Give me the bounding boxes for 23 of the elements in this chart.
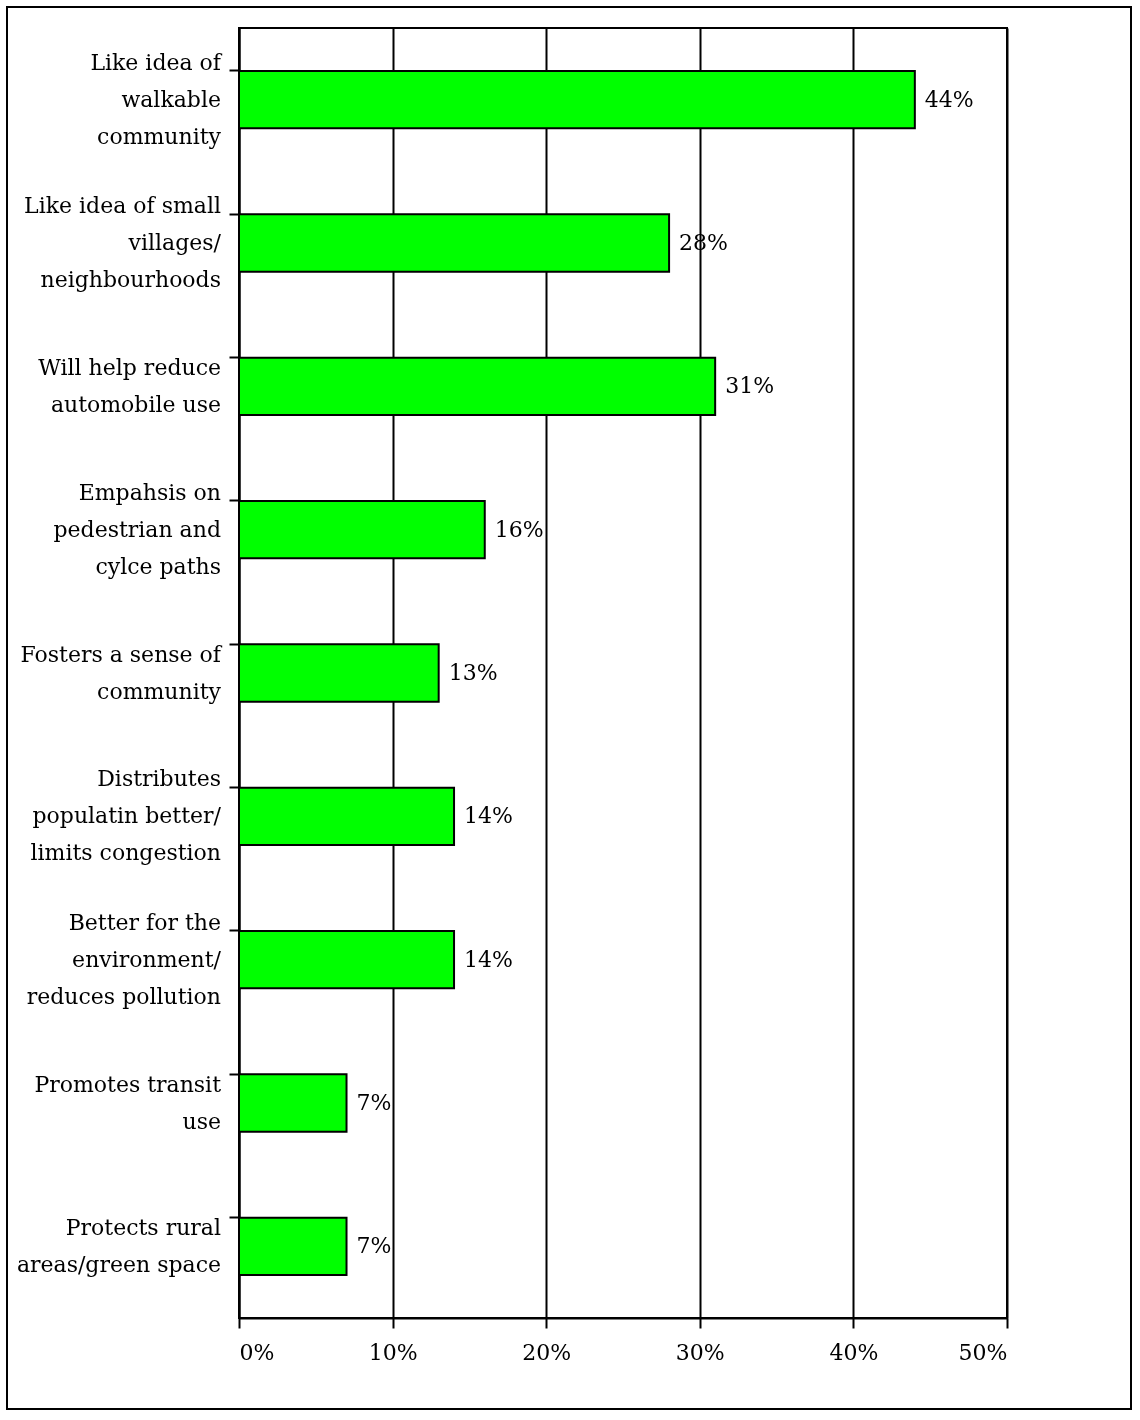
x-tick-label: 10% <box>368 1339 418 1365</box>
x-tick-label: 30% <box>675 1339 725 1365</box>
x-tick-label: 0% <box>239 1339 275 1365</box>
y-tick-label: Will help reduce automobile use <box>38 354 221 417</box>
data-label: 7% <box>356 1090 392 1115</box>
y-tick-label: Distributes populatin better/ limits congestion <box>30 766 222 866</box>
data-label: 44% <box>924 86 974 112</box>
y-tick-label: Like idea of walkable community <box>90 49 223 149</box>
y-tick-label: Fosters a sense of community <box>20 641 223 704</box>
y-tick-label: Protects rural areas/green space <box>16 1214 221 1277</box>
y-tick-label: Like idea of small villages/ neighbourhoods <box>24 193 222 292</box>
y-tick-label: Empahsis on pedestrian and cylce paths <box>53 479 221 579</box>
x-tick-label: 20% <box>522 1339 572 1365</box>
data-label: 14% <box>464 803 513 829</box>
data-label: 7% <box>356 1233 392 1259</box>
y-tick-label: Better for the environment/ reduces pollution <box>26 909 222 1009</box>
data-label: 14% <box>464 946 513 972</box>
y-tick-label: Promotes transit use <box>34 1071 222 1134</box>
data-label: 13% <box>448 660 498 685</box>
data-label: 31% <box>725 373 775 399</box>
x-tick-label: 40% <box>829 1339 879 1365</box>
x-tick-label: 50% <box>958 1339 1008 1365</box>
data-label: 16% <box>494 516 544 542</box>
